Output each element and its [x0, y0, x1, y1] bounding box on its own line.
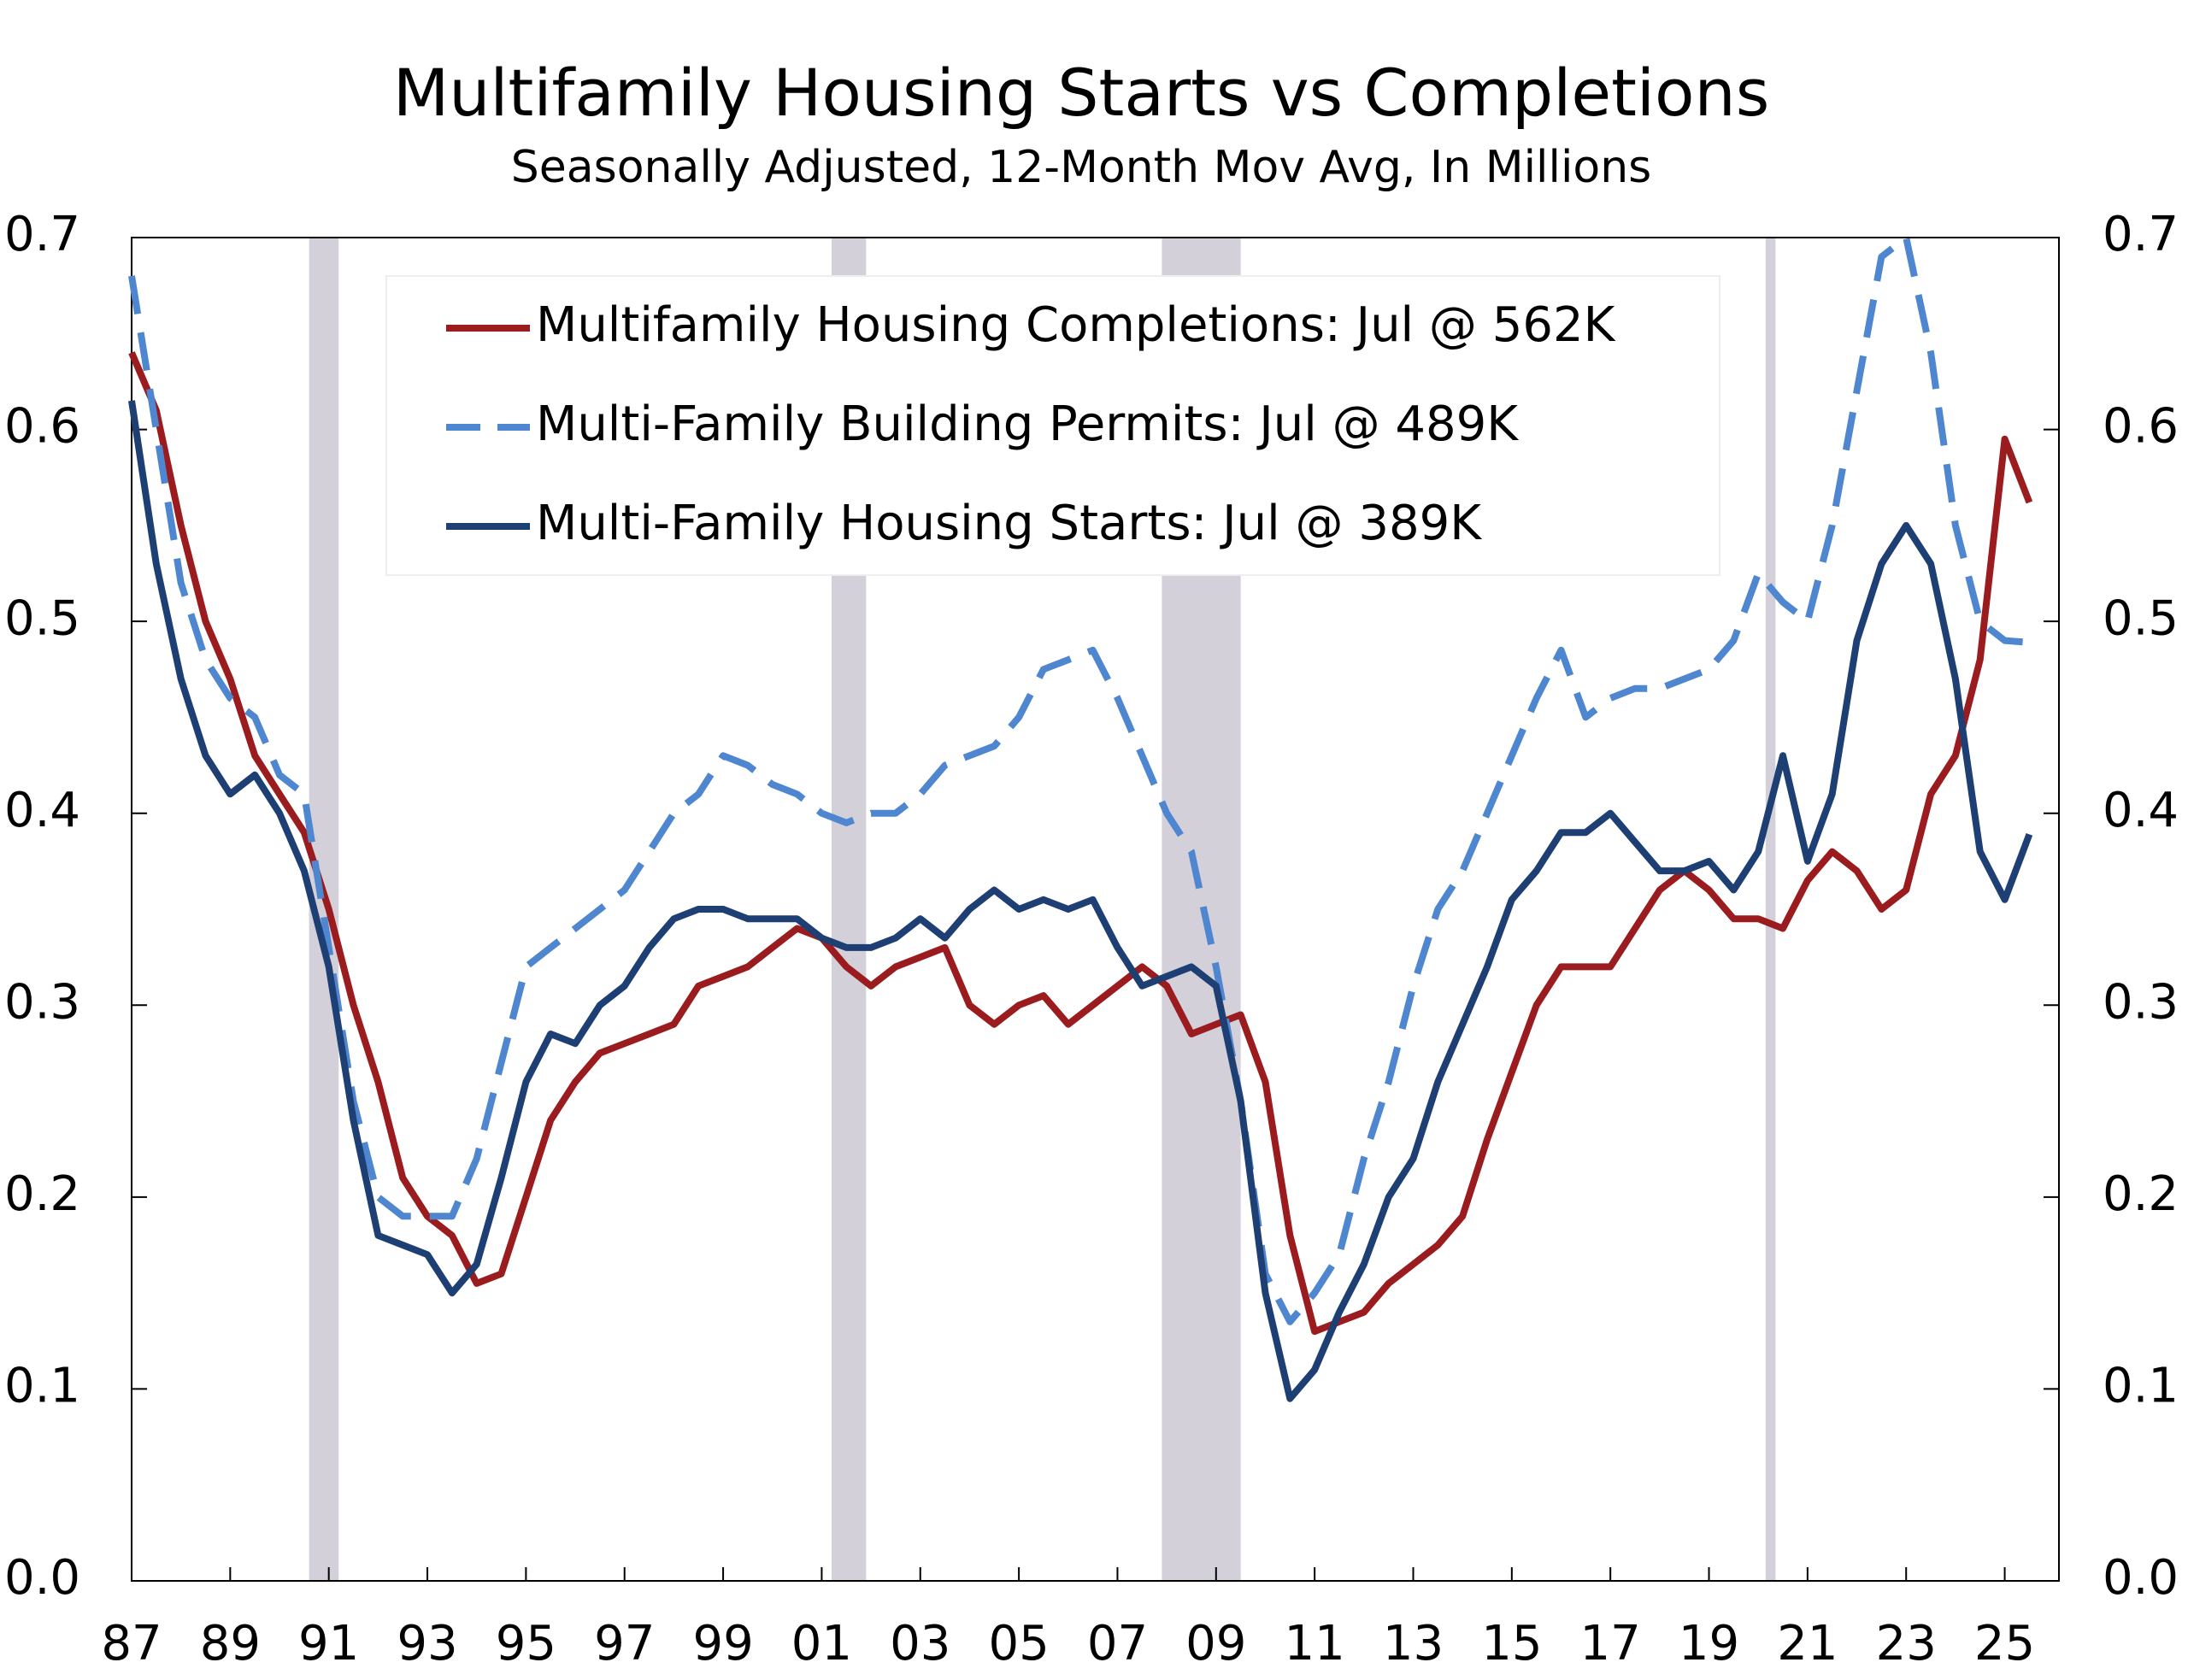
y2-tick-label: 0.2 — [2103, 1166, 2179, 1222]
x-tick-label: 89 — [200, 1616, 261, 1671]
x-tick-label: 15 — [1481, 1616, 1542, 1671]
x-tick-label: 23 — [1876, 1616, 1937, 1671]
y2-tick-label: 0.0 — [2103, 1550, 2179, 1606]
x-tick-label: 99 — [692, 1616, 753, 1671]
series-line — [128, 400, 2033, 1402]
y2-tick-label: 0.4 — [2103, 783, 2179, 838]
x-tick-label: 07 — [1087, 1616, 1148, 1671]
x-tick-label: 21 — [1777, 1616, 1838, 1671]
y-tick-label: 0.6 — [4, 399, 80, 455]
x-tick-label: 11 — [1285, 1616, 1345, 1671]
recession-band — [1765, 238, 1776, 1581]
x-tick-label: 97 — [594, 1616, 655, 1671]
x-tick-label: 09 — [1185, 1616, 1246, 1671]
x-tick-label: 91 — [298, 1616, 359, 1671]
series-line — [128, 234, 2030, 1325]
x-tick-label: 17 — [1580, 1616, 1641, 1671]
chart-title: Multifamily Housing Starts vs Completion… — [393, 55, 1770, 131]
chart-subtitle: Seasonally Adjusted, 12-Month Mov Avg, I… — [511, 142, 1652, 193]
y2-tick-label: 0.5 — [2103, 590, 2179, 646]
y-tick-label: 0.4 — [4, 783, 80, 838]
x-tick-label: 19 — [1679, 1616, 1739, 1671]
x-tick-label: 03 — [890, 1616, 950, 1671]
series-line — [128, 351, 2033, 1336]
legend-label: Multifamily Housing Completions: Jul @ 5… — [536, 297, 1616, 353]
y2-tick-label: 0.6 — [2103, 399, 2179, 455]
x-tick-label: 25 — [1974, 1616, 2035, 1671]
y2-tick-label: 0.7 — [2103, 207, 2179, 262]
legend-label: Multi-Family Building Permits: Jul @ 489… — [536, 397, 1519, 452]
x-tick-label: 87 — [101, 1616, 162, 1671]
y-tick-label: 0.3 — [4, 974, 80, 1030]
plot-frame — [131, 237, 2060, 1582]
y2-tick-label: 0.1 — [2103, 1359, 2179, 1414]
y-tick-label: 0.2 — [4, 1166, 80, 1222]
x-tick-label: 13 — [1383, 1616, 1444, 1671]
y-tick-label: 0.1 — [4, 1359, 80, 1414]
legend-label: Multi-Family Housing Starts: Jul @ 389K — [536, 496, 1482, 551]
x-tick-label: 95 — [496, 1616, 556, 1671]
x-tick-label: 01 — [791, 1616, 852, 1671]
y2-tick-label: 0.3 — [2103, 974, 2179, 1030]
x-tick-label: 93 — [397, 1616, 457, 1671]
legend-box — [385, 275, 1720, 576]
y-tick-label: 0.5 — [4, 590, 80, 646]
x-tick-label: 05 — [988, 1616, 1049, 1671]
y-tick-label: 0.7 — [4, 207, 80, 262]
y-tick-label: 0.0 — [4, 1550, 80, 1606]
